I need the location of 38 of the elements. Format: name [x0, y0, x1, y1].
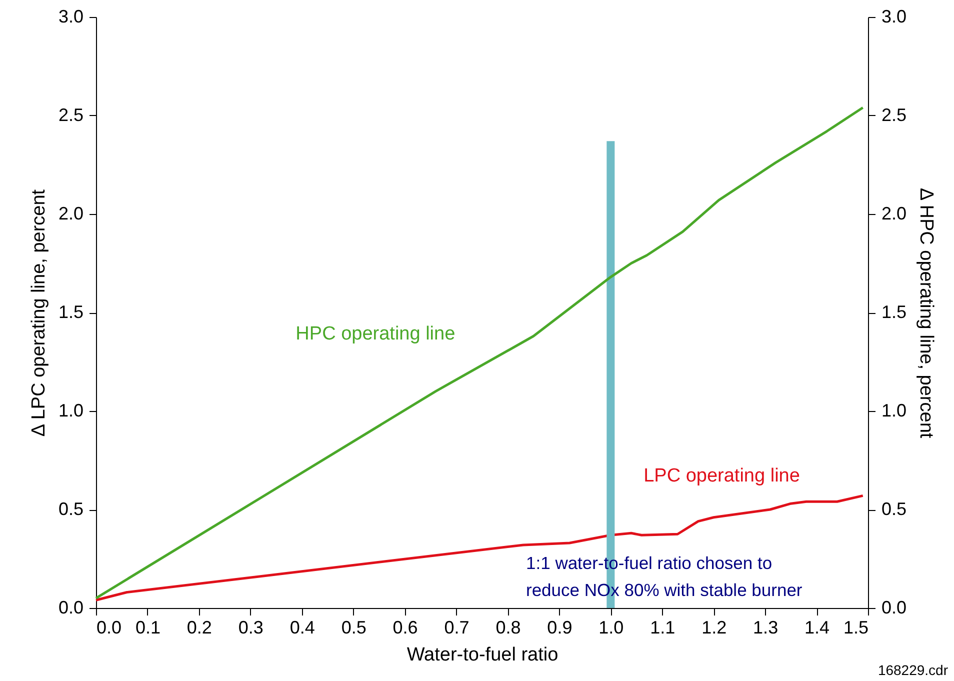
x-tick-label: 1.5: [843, 618, 868, 638]
x-tick-label: 0.4: [290, 618, 315, 638]
x-tick-label: 1.2: [702, 618, 727, 638]
x-tick-label: 0.1: [135, 618, 160, 638]
y2-tick-label: 1.5: [882, 302, 907, 322]
x-tick-label: 0.3: [238, 618, 264, 638]
y-tick-label: 3.0: [58, 6, 84, 26]
y2-axis-title: Δ HPC operating line, percent: [916, 188, 937, 439]
y-tick-label: 2.0: [58, 204, 84, 224]
line-series: [94, 494, 864, 602]
y-axis-title: Δ LPC operating line, percent: [28, 188, 50, 437]
y-tick-label: 1.0: [58, 400, 84, 420]
x-tick-label: 1.3: [753, 618, 778, 638]
y2-tick-label: 3.0: [882, 6, 907, 26]
x-tick-label: 0.2: [186, 618, 212, 638]
text: 168229.cdr: [878, 662, 948, 678]
x-tick-label: 0.6: [392, 618, 418, 638]
y-tick-label: 0.0: [58, 598, 84, 618]
x-tick-label: 1.0: [598, 618, 624, 638]
x-tick-label: 0.8: [496, 618, 521, 638]
y2-tick-label: 0.5: [882, 499, 907, 519]
y-tick-label: 2.5: [58, 105, 84, 125]
y-tick-label: 1.5: [58, 302, 84, 322]
x-tick-label: 1.4: [804, 618, 830, 638]
y2-tick-label: 2.0: [882, 204, 907, 224]
y2-tick-label: 2.5: [882, 105, 907, 125]
x-tick-label: 1.1: [650, 618, 676, 638]
series-label: HPC operating line: [296, 323, 456, 344]
x-axis-title: Water-to-fuel ratio: [406, 644, 558, 666]
series-label: LPC operating line: [644, 465, 800, 486]
x-tick-label: 0.0: [96, 618, 122, 638]
line-series: [94, 106, 864, 600]
y2-tick-label: 0.0: [882, 598, 907, 618]
x-tick-label: 0.5: [341, 618, 366, 638]
x-tick-label: 0.9: [547, 618, 572, 638]
x-tick-label: 0.7: [444, 618, 470, 638]
y2-tick-label: 1.0: [882, 400, 907, 420]
y-tick-label: 0.5: [58, 499, 84, 519]
